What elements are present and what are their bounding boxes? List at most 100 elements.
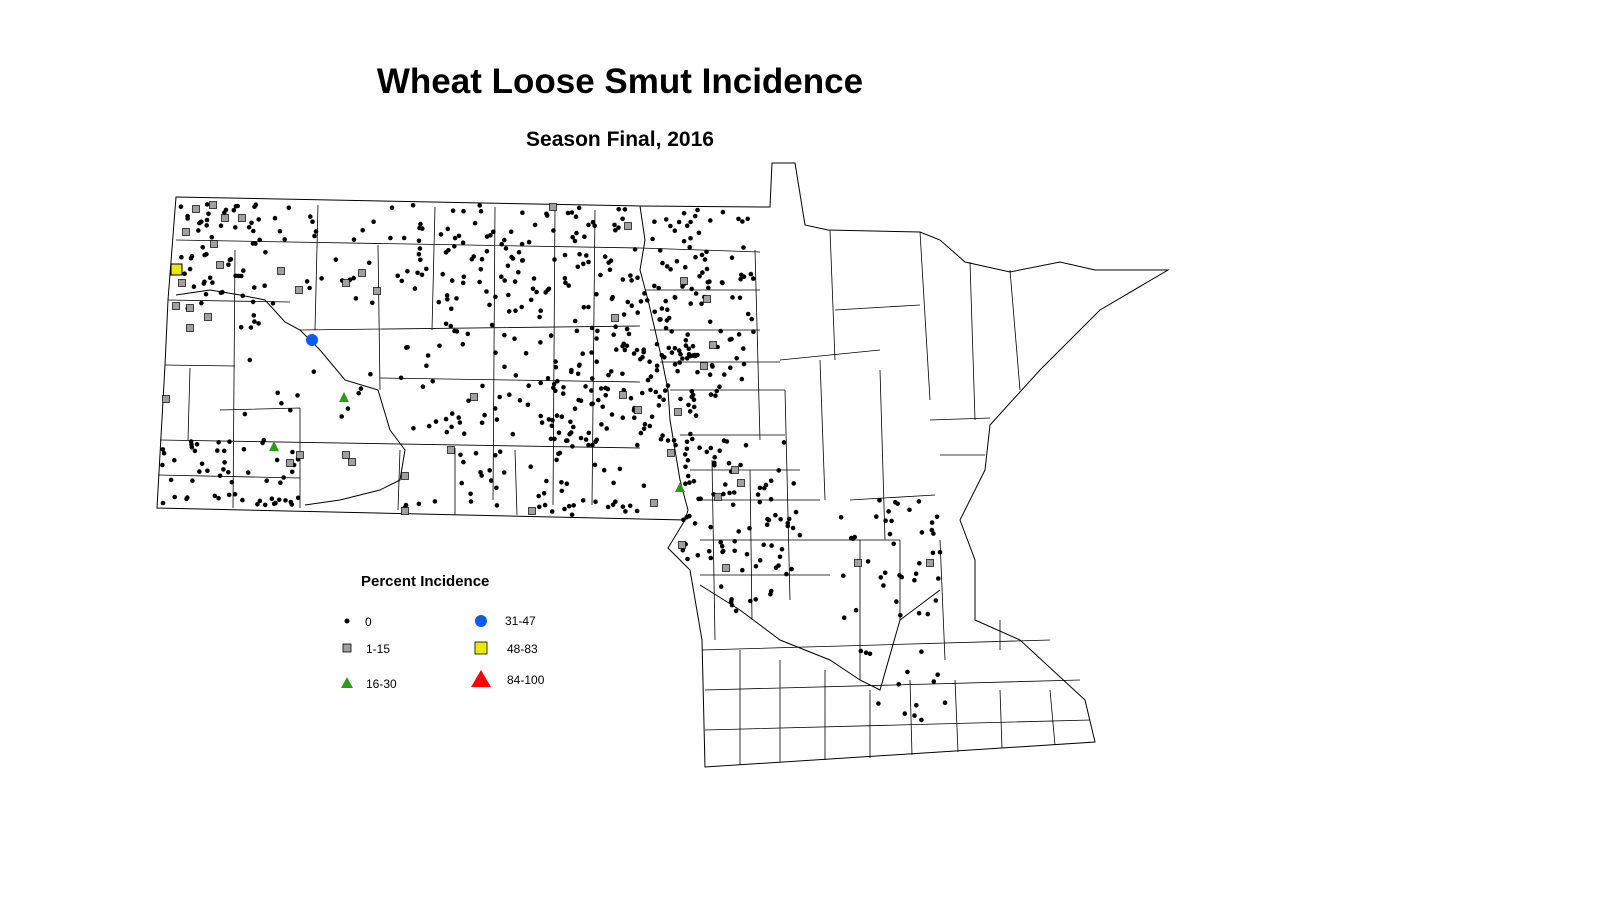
site-marker-0 — [575, 371, 581, 377]
site-marker-0 — [690, 392, 696, 398]
site-marker-0 — [574, 230, 579, 236]
site-marker-0 — [319, 276, 324, 281]
site-marker-0 — [892, 499, 898, 505]
site-marker-0 — [616, 225, 621, 230]
site-marker-0 — [654, 341, 660, 347]
site-marker-0 — [562, 276, 568, 281]
site-marker-0 — [691, 397, 697, 403]
site-marker-0 — [914, 703, 919, 708]
site-marker-1-15 — [210, 240, 218, 248]
site-marker-0 — [253, 241, 258, 246]
site-marker-0 — [415, 270, 420, 276]
site-marker-0 — [418, 257, 423, 263]
site-marker-0 — [560, 391, 566, 396]
site-marker-0 — [609, 412, 615, 417]
site-marker-0 — [664, 264, 670, 269]
site-marker-0 — [201, 281, 207, 286]
site-marker-0 — [696, 230, 702, 236]
site-marker-0 — [568, 419, 573, 425]
site-marker-0 — [573, 214, 579, 219]
site-marker-0 — [665, 438, 671, 443]
site-marker-0 — [444, 429, 450, 435]
site-marker-0 — [590, 401, 595, 407]
site-marker-0 — [598, 386, 604, 391]
site-marker-0 — [680, 284, 685, 289]
site-marker-0 — [502, 364, 507, 370]
site-marker-0 — [642, 291, 647, 296]
site-marker-0 — [635, 275, 640, 281]
site-marker-0 — [681, 210, 687, 216]
site-marker-0 — [753, 597, 758, 602]
site-marker-0 — [686, 346, 692, 352]
site-marker-1-15 — [216, 261, 224, 269]
site-marker-0 — [544, 211, 549, 217]
site-marker-0 — [488, 233, 493, 238]
site-marker-0 — [512, 336, 517, 342]
site-marker-0 — [740, 567, 745, 573]
site-marker-0 — [257, 498, 263, 504]
site-marker-0 — [628, 395, 634, 401]
site-marker-0 — [572, 406, 578, 412]
site-marker-0 — [886, 509, 891, 514]
site-marker-0 — [205, 468, 210, 474]
site-marker-0 — [766, 517, 772, 523]
site-marker-0 — [617, 466, 623, 472]
site-marker-0 — [458, 452, 463, 458]
site-marker-0 — [295, 495, 301, 501]
site-marker-0 — [425, 353, 431, 358]
site-marker-1-15 — [611, 314, 619, 322]
site-marker-0 — [356, 390, 362, 396]
site-marker-1-15 — [296, 451, 304, 459]
site-marker-0 — [629, 278, 634, 283]
site-marker-0 — [389, 205, 395, 210]
site-marker-0 — [489, 322, 495, 328]
site-marker-0 — [550, 417, 555, 423]
site-marker-0 — [850, 536, 856, 541]
site-marker-1-15 — [209, 201, 217, 209]
site-marker-0 — [339, 414, 345, 419]
site-marker-0 — [578, 435, 584, 441]
minnesota-river — [699, 584, 941, 691]
site-marker-0 — [416, 238, 422, 244]
site-marker-0 — [445, 226, 451, 232]
site-marker-0 — [707, 319, 713, 325]
site-marker-0 — [916, 610, 922, 616]
site-marker-0 — [919, 717, 924, 723]
site-marker-0 — [659, 306, 665, 311]
site-marker-0 — [466, 398, 471, 404]
site-marker-0 — [559, 414, 565, 420]
site-marker-0 — [499, 241, 505, 247]
site-marker-0 — [688, 301, 693, 306]
site-marker-0 — [639, 390, 645, 396]
site-marker-0 — [720, 209, 726, 215]
site-marker-0 — [708, 524, 713, 530]
site-marker-0 — [664, 217, 669, 222]
site-marker-0 — [616, 207, 621, 212]
site-marker-0 — [452, 244, 457, 249]
site-marker-0 — [891, 541, 896, 547]
site-marker-0 — [608, 369, 614, 374]
site-marker-0 — [688, 431, 693, 437]
site-marker-0 — [739, 376, 745, 382]
site-marker-0 — [693, 291, 699, 296]
site-marker-0 — [580, 498, 586, 503]
site-marker-0 — [768, 478, 774, 484]
site-marker-0 — [789, 566, 794, 572]
site-marker-0 — [188, 439, 194, 444]
site-marker-0 — [936, 576, 941, 581]
site-marker-0 — [677, 360, 682, 365]
site-marker-0 — [672, 295, 678, 300]
site-marker-0 — [589, 388, 594, 393]
site-marker-0 — [931, 679, 937, 684]
site-marker-0 — [583, 384, 588, 389]
site-marker-0 — [307, 285, 312, 291]
site-marker-0 — [632, 247, 638, 252]
site-marker-0 — [450, 208, 456, 213]
site-marker-0 — [665, 383, 671, 388]
site-marker-0 — [702, 257, 708, 262]
site-marker-0 — [732, 548, 737, 554]
site-marker-1-15 — [358, 269, 366, 277]
site-marker-0 — [468, 491, 473, 497]
site-marker-0 — [929, 520, 935, 525]
site-marker-0 — [907, 507, 912, 513]
